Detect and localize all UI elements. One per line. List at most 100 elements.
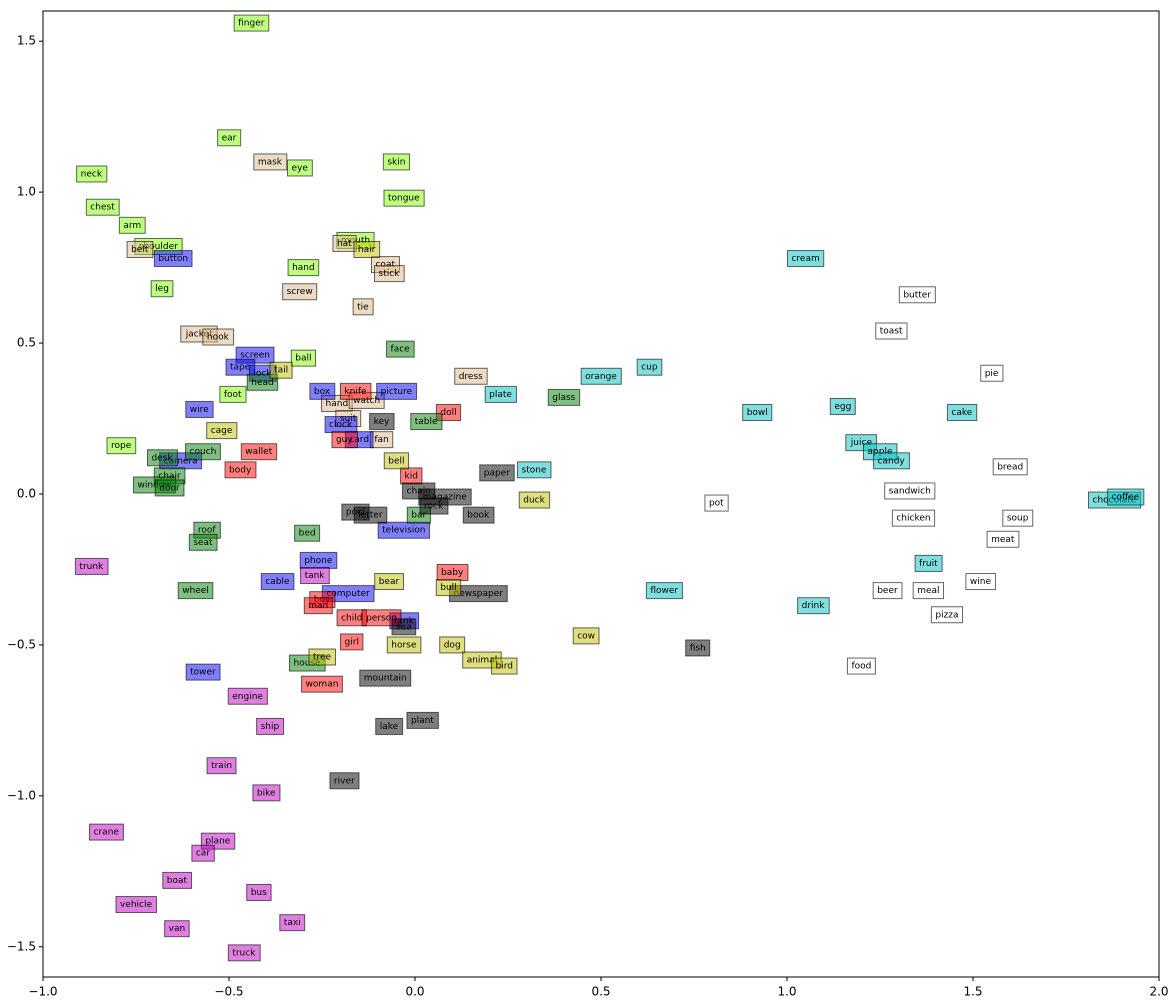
- point-label: mask: [258, 157, 283, 167]
- label-box: [126, 240, 154, 258]
- label-box: [286, 159, 313, 177]
- label-box: [164, 920, 190, 938]
- point-label: doll: [440, 408, 456, 418]
- point-label: bird: [496, 662, 513, 672]
- label-box: [517, 461, 552, 479]
- label-box: [930, 606, 964, 624]
- label-box: [331, 431, 358, 449]
- point-label: dress: [459, 372, 483, 382]
- point-label: van: [169, 924, 186, 934]
- point-label: screen: [240, 351, 270, 361]
- label-box: [106, 437, 137, 455]
- label-box: [227, 687, 268, 705]
- point-label: paper: [484, 468, 510, 478]
- label-box: [191, 844, 215, 862]
- point-label: meal: [917, 586, 939, 596]
- label-box: [484, 385, 517, 403]
- point-label: box: [314, 387, 331, 397]
- point-label: child: [341, 613, 362, 623]
- point-label: screw: [287, 287, 313, 297]
- axes-frame: [42, 10, 1160, 978]
- point-label: ship: [261, 722, 280, 732]
- point-label: tape: [230, 363, 251, 373]
- point-label: dog: [444, 640, 461, 650]
- plot-area: finger ear neck chest arm shoulder leg eye skin t…: [74, 14, 1145, 962]
- label-box: [462, 506, 495, 524]
- point-label: magazine: [423, 493, 467, 503]
- point-label: bear: [379, 577, 400, 587]
- point-label: shoulder: [139, 242, 178, 252]
- point-label: arm: [123, 221, 141, 231]
- x-tick-label: 1.0: [777, 985, 796, 999]
- point-label: fruit: [919, 559, 938, 569]
- label-box: [636, 358, 663, 376]
- label-box: [359, 669, 412, 687]
- point-label: stick: [379, 269, 401, 279]
- point-label: belt: [131, 245, 149, 255]
- point-label: cup: [641, 363, 658, 373]
- point-label: taxi: [284, 918, 301, 928]
- point-label: man: [308, 601, 328, 611]
- label-box: [177, 582, 214, 600]
- point-label: duck: [523, 496, 545, 506]
- label-box: [439, 636, 466, 654]
- point-label: bar: [411, 511, 426, 521]
- point-label: pot: [709, 499, 724, 509]
- label-box: [301, 675, 343, 693]
- point-label: cow: [577, 631, 595, 641]
- point-label: glass: [552, 393, 575, 403]
- label-box: [846, 657, 876, 675]
- point-label: bull: [440, 583, 456, 593]
- point-label: house: [294, 659, 322, 669]
- point-label: bell: [388, 456, 404, 466]
- point-label: plate: [489, 390, 512, 400]
- point-label: butter: [903, 290, 931, 300]
- label-box: [246, 883, 272, 901]
- point-label: desk: [151, 453, 173, 463]
- point-label: tower: [190, 668, 216, 678]
- point-label: plant: [411, 716, 434, 726]
- label-box: [391, 618, 417, 636]
- point-label: fish: [690, 643, 706, 653]
- point-label: watch: [353, 396, 380, 406]
- point-label: clock: [329, 420, 353, 430]
- point-label: wallet: [245, 447, 272, 457]
- label-box: [256, 717, 285, 735]
- label-box: [185, 443, 221, 461]
- point-label: plane: [205, 837, 230, 847]
- label-box: [491, 657, 518, 675]
- point-label: hook: [207, 333, 230, 343]
- label-box: [946, 403, 978, 421]
- point-label: egg: [834, 402, 851, 412]
- point-label: head: [251, 378, 273, 388]
- point-label: horse: [391, 640, 417, 650]
- label-box: [383, 452, 410, 470]
- point-label: drink: [802, 601, 826, 611]
- label-box: [269, 361, 293, 379]
- label-box: [279, 914, 306, 932]
- label-box: [406, 711, 439, 729]
- label-box: [219, 385, 247, 403]
- point-label: boat: [167, 876, 188, 886]
- label-box: [154, 479, 185, 497]
- point-label: neck: [81, 170, 103, 180]
- label-box: [797, 597, 830, 615]
- label-box: [290, 349, 317, 367]
- label-box: [375, 717, 404, 735]
- label-box: [162, 871, 193, 889]
- point-label: orange: [585, 372, 617, 382]
- label-box: [361, 609, 402, 627]
- label-box: [1107, 488, 1145, 506]
- label-box: [74, 557, 109, 575]
- point-label: finger: [238, 19, 265, 29]
- label-box: [912, 582, 945, 600]
- y-tick-label: −0.5: [7, 637, 36, 651]
- label-box: [340, 633, 364, 651]
- label-box: [419, 497, 449, 515]
- label-box: [353, 506, 388, 524]
- label-box: [829, 397, 856, 415]
- point-label: wire: [190, 405, 209, 415]
- point-label: girl: [345, 637, 359, 647]
- label-box: [435, 579, 462, 597]
- label-box: [386, 636, 422, 654]
